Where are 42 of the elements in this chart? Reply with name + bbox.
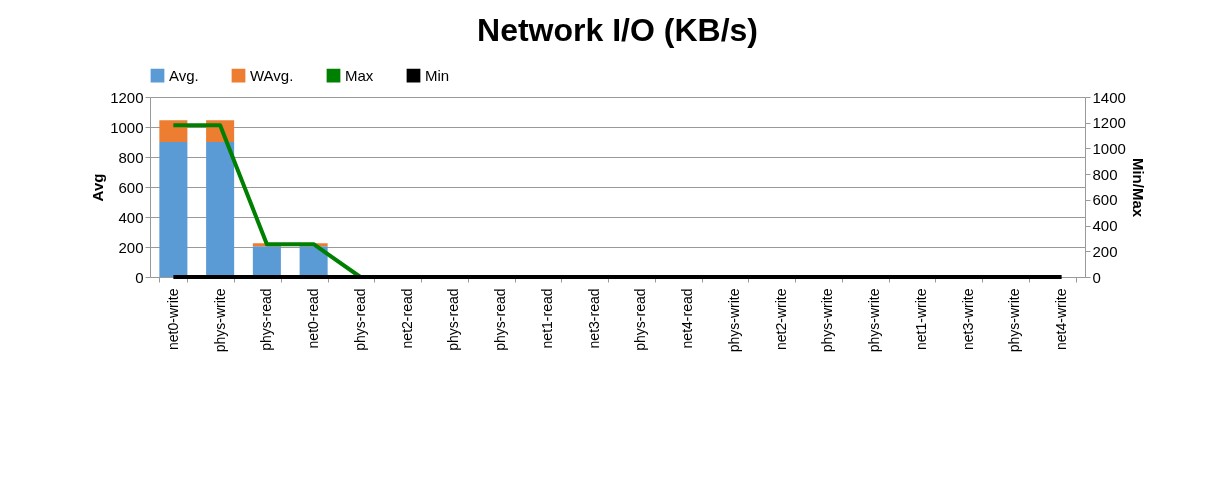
legend-label: WAvg.: [250, 66, 294, 84]
y2-tick-label: 800: [1092, 165, 1118, 183]
y2-tick-label: 200: [1092, 242, 1118, 260]
legend-label: Max: [345, 66, 374, 84]
y-tick-label: 200: [118, 238, 144, 256]
y-tick-label: 1000: [110, 118, 144, 136]
y2-tick-label: 1000: [1092, 139, 1126, 157]
y-tick-label: 800: [118, 148, 144, 166]
x-tick-label: phys-write: [1006, 288, 1023, 353]
x-tick-label: phys-read: [351, 288, 368, 351]
y2-tick-label: 400: [1092, 217, 1118, 235]
y2-tick-label: 1200: [1092, 114, 1126, 132]
x-tick-label: phys-read: [445, 288, 462, 351]
x-tick-label: net3-write: [959, 288, 976, 350]
y2-axis-title: Min/Max: [1129, 157, 1147, 218]
legend-label: Avg.: [169, 66, 199, 84]
legend-label: Min: [425, 66, 450, 84]
y2-tick-label: 1400: [1092, 88, 1126, 106]
y-tick-label: 600: [118, 178, 144, 196]
x-tick-label: net2-write: [772, 288, 789, 350]
x-tick-label: net1-read: [538, 288, 555, 349]
x-tick-label: net4-write: [1053, 288, 1070, 350]
y-tick-label: 0: [135, 268, 144, 286]
x-tick-label: phys-read: [492, 288, 509, 351]
y-tick-label: 1200: [110, 88, 144, 106]
x-tick-label: phys-read: [632, 288, 649, 351]
x-tick-label: phys-read: [258, 288, 275, 351]
chart-title: Network I/O (KB/s): [477, 12, 758, 48]
x-tick-label: phys-write: [866, 288, 883, 353]
x-tick-label: net3-read: [585, 288, 602, 349]
x-tick-label: net4-read: [679, 288, 696, 349]
x-tick-label: net2-read: [398, 288, 415, 349]
x-tick-label: net1-write: [912, 288, 929, 350]
y-tick-label: 400: [118, 208, 144, 226]
x-tick-label: phys-write: [725, 288, 742, 353]
y2-tick-label: 600: [1092, 191, 1118, 209]
y2-tick-label: 0: [1092, 268, 1101, 286]
x-tick-label: net0-write: [164, 288, 181, 350]
x-tick-label: phys-write: [819, 288, 836, 353]
x-tick-label: phys-write: [211, 288, 228, 353]
x-tick-label: net0-read: [305, 288, 322, 349]
y-axis-title: Avg: [89, 173, 107, 202]
